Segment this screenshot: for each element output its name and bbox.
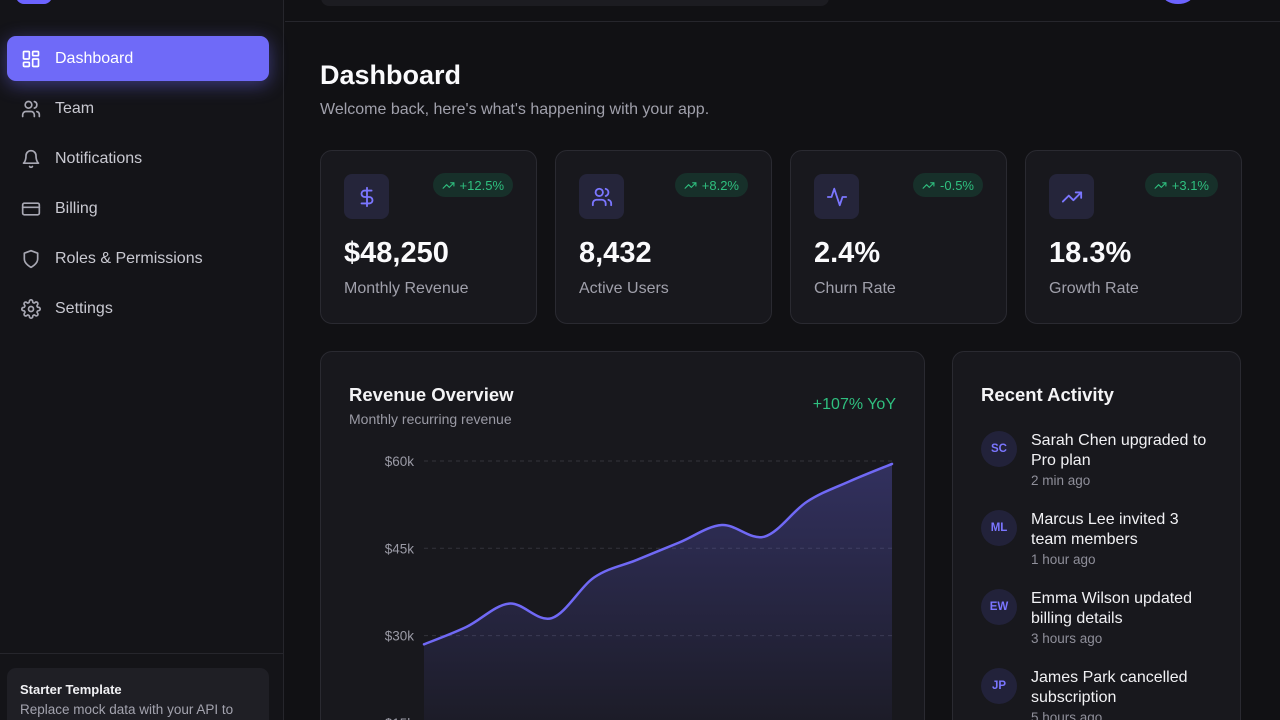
sidebar-item-roles-permissions[interactable]: Roles & Permissions — [7, 236, 269, 281]
change-value: +8.2% — [701, 177, 739, 193]
change-badge: +3.1% — [1144, 173, 1218, 197]
revenue-subtitle: Monthly recurring revenue — [349, 411, 512, 427]
activity-title: Recent Activity — [981, 384, 1114, 405]
avatar: EW — [981, 589, 1017, 625]
y-tick-label: $60k — [385, 454, 415, 469]
sidebar: Dashboard Team Notifications Billing Rol… — [0, 0, 284, 720]
trending-up-icon — [1049, 174, 1094, 219]
chart-y-axis: $60k $45k $30k $15k — [385, 454, 415, 720]
activity-list: SC Sarah Chen upgraded to Pro plan 2 min… — [981, 431, 1221, 720]
shield-icon — [21, 249, 41, 269]
list-item[interactable]: EW Emma Wilson updated billing details 3… — [981, 589, 1221, 668]
activity-text: Marcus Lee invited 3 team members — [1031, 511, 1179, 548]
y-tick-label: $15k — [385, 716, 415, 720]
stat-label: Churn Rate — [814, 280, 896, 297]
avatar: JP — [981, 668, 1017, 704]
activity-time: 2 min ago — [1031, 473, 1091, 488]
stat-card-monthly-revenue: +12.5% $48,250 Monthly Revenue — [320, 150, 537, 324]
sidebar-item-notifications[interactable]: Notifications — [7, 136, 269, 181]
template-card-description: Replace mock data with your API to — [20, 702, 234, 717]
activity-text: Sarah Chen upgraded to Pro plan — [1031, 432, 1207, 469]
sidebar-item-billing[interactable]: Billing — [7, 186, 269, 231]
sidebar-nav: Dashboard Team Notifications Billing Rol… — [7, 36, 269, 336]
stat-card-growth-rate: +3.1% 18.3% Growth Rate — [1025, 150, 1242, 324]
trending-up-icon — [442, 181, 455, 189]
activity-text: James Park cancelled subscription — [1031, 669, 1188, 706]
change-value: +3.1% — [1171, 177, 1209, 193]
list-item[interactable]: JP James Park cancelled subscription 5 h… — [981, 668, 1221, 720]
avatar: ML — [981, 510, 1017, 546]
y-tick-label: $30k — [385, 629, 415, 644]
list-item[interactable]: SC Sarah Chen upgraded to Pro plan 2 min… — [981, 431, 1221, 510]
stat-value: $48,250 — [344, 237, 449, 269]
y-tick-label: $45k — [385, 541, 415, 556]
layout-grid-icon — [21, 49, 41, 69]
activity-icon — [814, 174, 859, 219]
activity-time: 3 hours ago — [1031, 631, 1103, 646]
revenue-title: Revenue Overview — [349, 384, 514, 405]
users-icon — [579, 174, 624, 219]
sidebar-item-team[interactable]: Team — [7, 86, 269, 131]
stat-value: 8,432 — [579, 237, 652, 269]
gear-icon — [21, 298, 41, 319]
stat-label: Active Users — [579, 280, 669, 297]
activity-time: 1 hour ago — [1031, 552, 1096, 567]
bell-icon — [21, 149, 41, 169]
stat-label: Monthly Revenue — [344, 280, 469, 297]
change-value: -0.5% — [940, 177, 974, 193]
sidebar-item-label: Settings — [55, 299, 113, 317]
sidebar-item-label: Billing — [55, 199, 98, 217]
sidebar-item-dashboard[interactable]: Dashboard — [7, 36, 269, 81]
change-badge: +8.2% — [674, 173, 748, 197]
trending-up-icon — [684, 181, 697, 189]
change-value: +12.5% — [459, 177, 504, 193]
list-item[interactable]: ML Marcus Lee invited 3 team members 1 h… — [981, 510, 1221, 589]
activity-time: 5 hours ago — [1031, 710, 1103, 720]
trending-up-icon — [1154, 181, 1167, 189]
sidebar-item-label: Notifications — [55, 149, 143, 167]
credit-card-icon — [21, 199, 41, 219]
revenue-overview-panel: Revenue Overview Monthly recurring reven… — [320, 351, 925, 720]
sidebar-divider — [0, 653, 284, 654]
starter-template-card: Starter Template Replace mock data with … — [7, 668, 269, 720]
sidebar-item-label: Roles & Permissions — [55, 249, 203, 267]
template-card-title: Starter Template — [20, 682, 122, 697]
trending-up-icon — [922, 181, 935, 189]
stat-card-active-users: +8.2% 8,432 Active Users — [555, 150, 772, 324]
search-input[interactable] — [321, 0, 829, 6]
user-avatar[interactable] — [1163, 0, 1193, 4]
stat-value: 18.3% — [1049, 237, 1132, 269]
stat-value: 2.4% — [814, 237, 881, 269]
change-badge: -0.5% — [913, 173, 983, 197]
users-icon — [21, 99, 41, 119]
activity-text: Emma Wilson updated billing details — [1031, 590, 1192, 627]
yoy-change: +107% YoY — [812, 396, 896, 413]
sidebar-item-label: Team — [55, 99, 95, 117]
stat-card-churn-rate: -0.5% 2.4% Churn Rate — [790, 150, 1007, 324]
revenue-line — [422, 462, 894, 646]
revenue-area — [424, 463, 892, 720]
recent-activity-panel: Recent Activity SC Sarah Chen upgraded t… — [952, 351, 1241, 720]
avatar: SC — [981, 431, 1017, 467]
topbar — [285, 0, 1280, 22]
stat-label: Growth Rate — [1049, 280, 1139, 297]
revenue-chart: $60k $45k $30k $15k — [385, 454, 894, 720]
page-title: Dashboard — [320, 60, 462, 90]
sidebar-item-label: Dashboard — [55, 49, 134, 67]
app-logo[interactable] — [16, 0, 52, 4]
change-badge: +12.5% — [432, 173, 513, 197]
dollar-icon — [344, 174, 389, 219]
page-subtitle: Welcome back, here's what's happening wi… — [320, 101, 710, 118]
sidebar-item-settings[interactable]: Settings — [7, 286, 269, 331]
